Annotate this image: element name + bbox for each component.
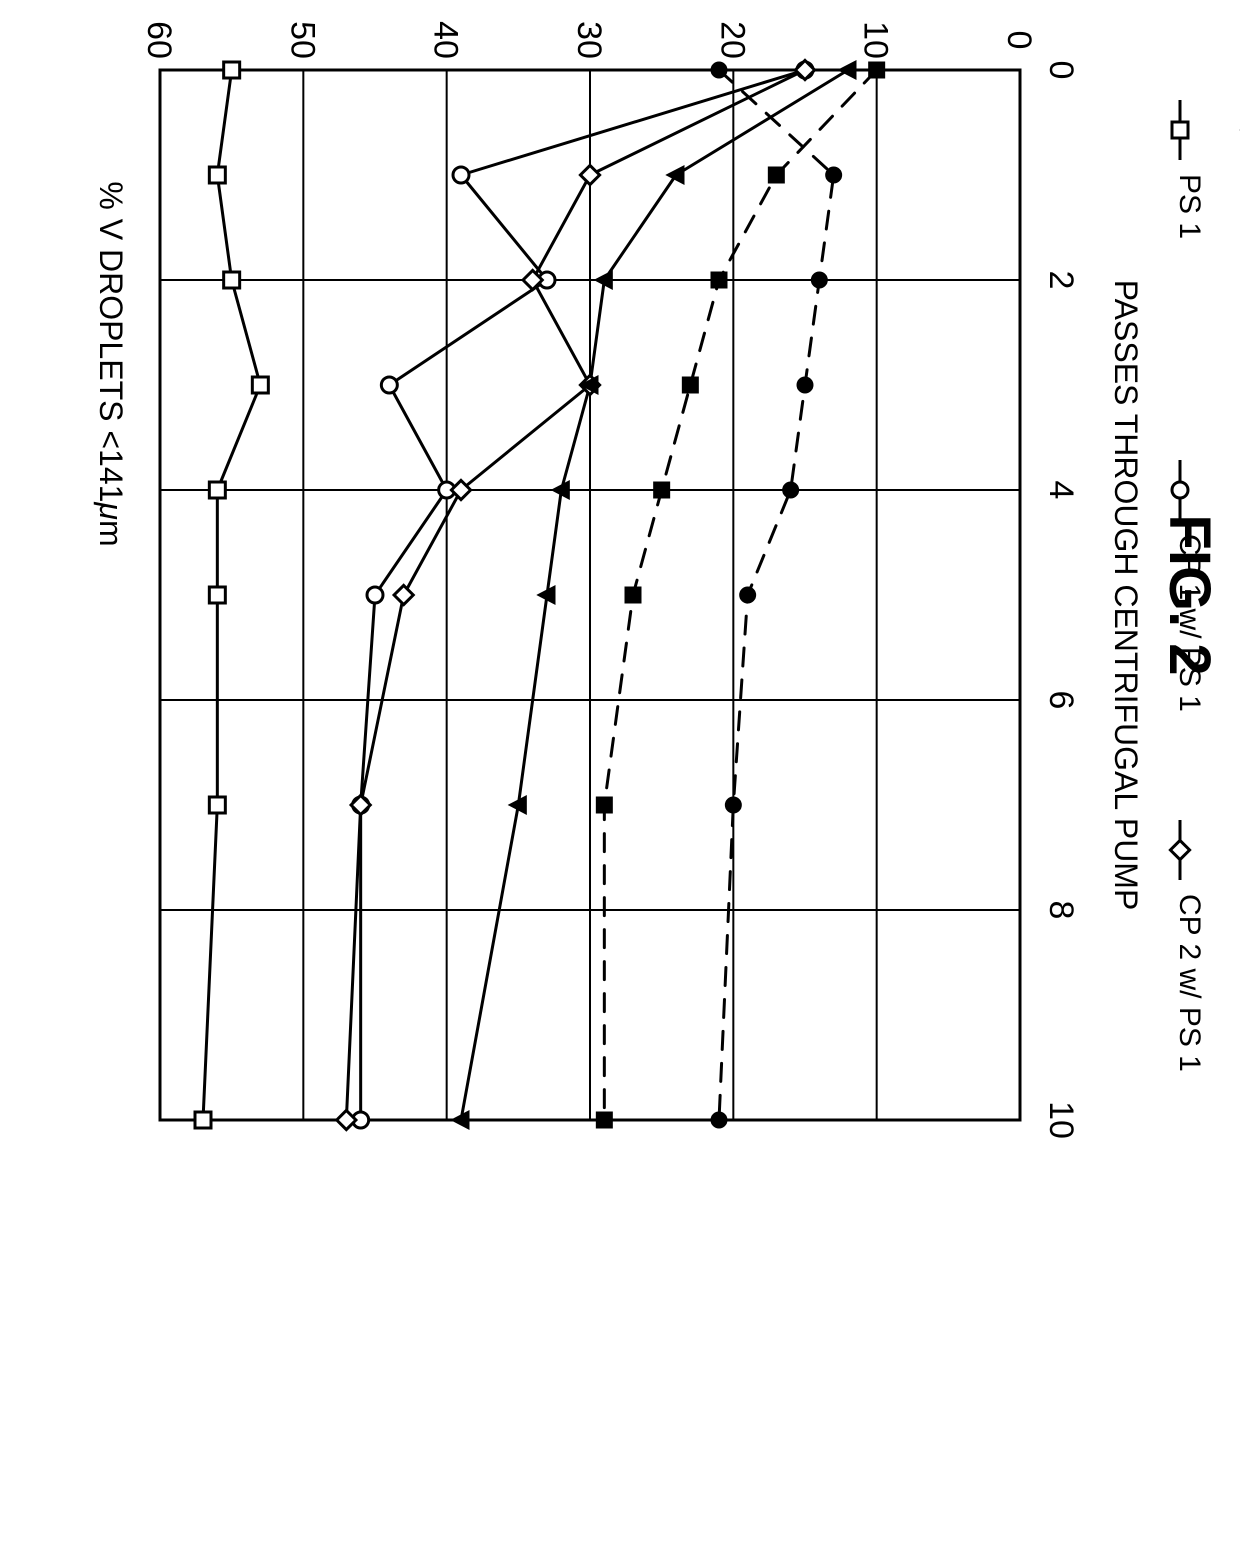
- svg-text:10: 10: [1042, 1101, 1080, 1139]
- svg-text:PASSES THROUGH CENTRIFUGAL PUM: PASSES THROUGH CENTRIFUGAL PUMP: [1108, 280, 1144, 911]
- svg-text:FIG. 2: FIG. 2: [1157, 514, 1222, 675]
- svg-text:30: 30: [570, 21, 608, 59]
- svg-text:40: 40: [427, 21, 465, 59]
- svg-text:% V DROPLETS <141μm: % V DROPLETS <141μm: [93, 181, 129, 546]
- svg-text:2: 2: [1042, 271, 1080, 290]
- svg-text:4: 4: [1042, 481, 1080, 500]
- svg-text:PS 1: PS 1: [1173, 174, 1206, 239]
- svg-text:0: 0: [1000, 31, 1038, 50]
- svg-text:50: 50: [283, 21, 321, 59]
- svg-text:20: 20: [713, 21, 751, 59]
- svg-text:6: 6: [1042, 691, 1080, 710]
- chart-svg: 0 10 20 30 40 50 60 0 2 4 6 8 10 % V DROPLETS <141μm P…: [0, 0, 1240, 1563]
- svg-text:8: 8: [1042, 901, 1080, 920]
- svg-text:0: 0: [1042, 61, 1080, 80]
- svg-text:60: 60: [140, 21, 178, 59]
- svg-text:CP 2 w/ PS 1: CP 2 w/ PS 1: [1173, 894, 1206, 1072]
- svg-text:10: 10: [857, 21, 895, 59]
- page: 0 10 20 30 40 50 60 0 2 4 6 8 10 % V DROPLETS <141μm P…: [0, 0, 1240, 1563]
